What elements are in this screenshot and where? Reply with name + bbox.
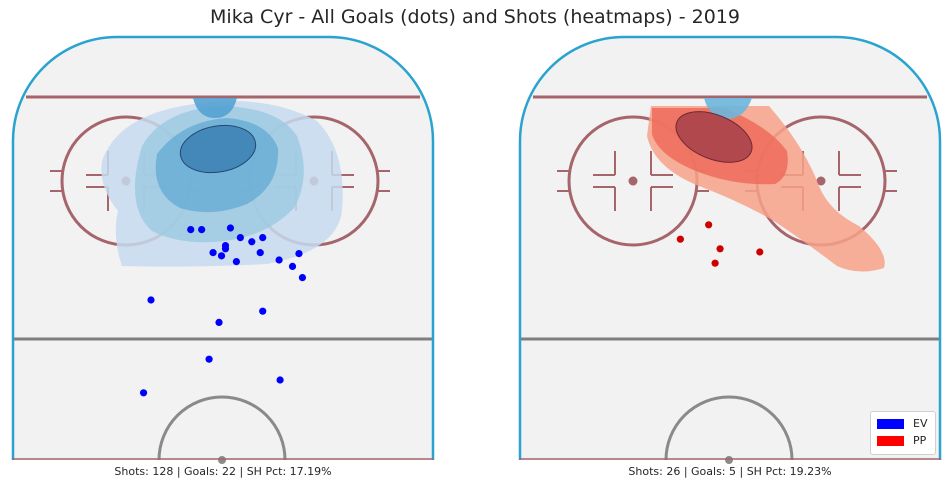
ev-goal-dot — [248, 238, 256, 246]
ev-goal-dot — [236, 234, 244, 242]
pp-goal-dot — [711, 259, 719, 267]
pp-rink-surface — [520, 37, 940, 460]
ev-goal-dot — [226, 224, 235, 232]
ev-goal-dot — [275, 256, 283, 264]
ev-goal-dot — [147, 296, 155, 304]
ev-goal-dot — [232, 258, 241, 266]
legend-label-ev: EV — [913, 417, 928, 430]
ev-goal-dot — [187, 226, 195, 234]
legend-label-pp: PP — [913, 434, 927, 447]
ev-goal-dot — [259, 307, 267, 315]
pp-left-faceoff-dot — [628, 176, 638, 186]
ev-boards — [11, 35, 435, 460]
pp-rink-panel — [518, 35, 942, 464]
ev-heatmap-level-4 — [179, 124, 257, 174]
ev-center-circle — [157, 395, 287, 461]
ev-stats-caption: Shots: 128 | Goals: 22 | SH Pct: 17.19% — [114, 465, 332, 478]
ev-goal-dot — [295, 250, 303, 258]
pp-goal-dot — [716, 245, 724, 253]
pp-center-dot — [725, 456, 733, 464]
ev-goal-dot — [221, 245, 230, 253]
pp-goal-dot — [705, 221, 713, 229]
ev-goal-dot — [139, 389, 148, 397]
ev-goal-dot — [298, 274, 307, 282]
pp-stats-caption: Shots: 26 | Goals: 5 | SH Pct: 19.23% — [628, 465, 832, 478]
pp-center-circle — [664, 395, 794, 461]
pp-right-faceoff-dot — [816, 176, 826, 186]
ev-rink-chart — [11, 35, 435, 464]
pp-heatmap-peak — [704, 98, 752, 119]
pp-rink-chart — [518, 35, 942, 464]
pp-heatmap-level-3 — [675, 111, 753, 163]
ev-goal-dot — [215, 318, 223, 326]
pp-boards — [518, 35, 942, 460]
chart-title: Mika Cyr - All Goals (dots) and Shots (h… — [210, 6, 740, 28]
ev-goal-dot — [209, 249, 217, 257]
ev-goal-dot — [217, 252, 226, 260]
pp-goal-dot — [676, 235, 684, 243]
ev-goal-dot — [205, 355, 213, 363]
legend-swatch-ev — [877, 419, 904, 429]
ev-goal-dot — [259, 234, 267, 242]
ev-goal-dot — [288, 262, 297, 270]
pp-goal-dot — [756, 248, 764, 256]
legend: EV PP — [870, 411, 936, 455]
ev-goal-dot — [276, 376, 284, 384]
ev-goal-dot — [198, 226, 206, 234]
ev-heatmap-peak — [193, 98, 237, 118]
ev-center-dot — [218, 456, 226, 464]
ev-rink-panel — [11, 35, 435, 464]
ev-goal-dot — [256, 249, 264, 257]
legend-swatch-pp — [877, 436, 904, 446]
